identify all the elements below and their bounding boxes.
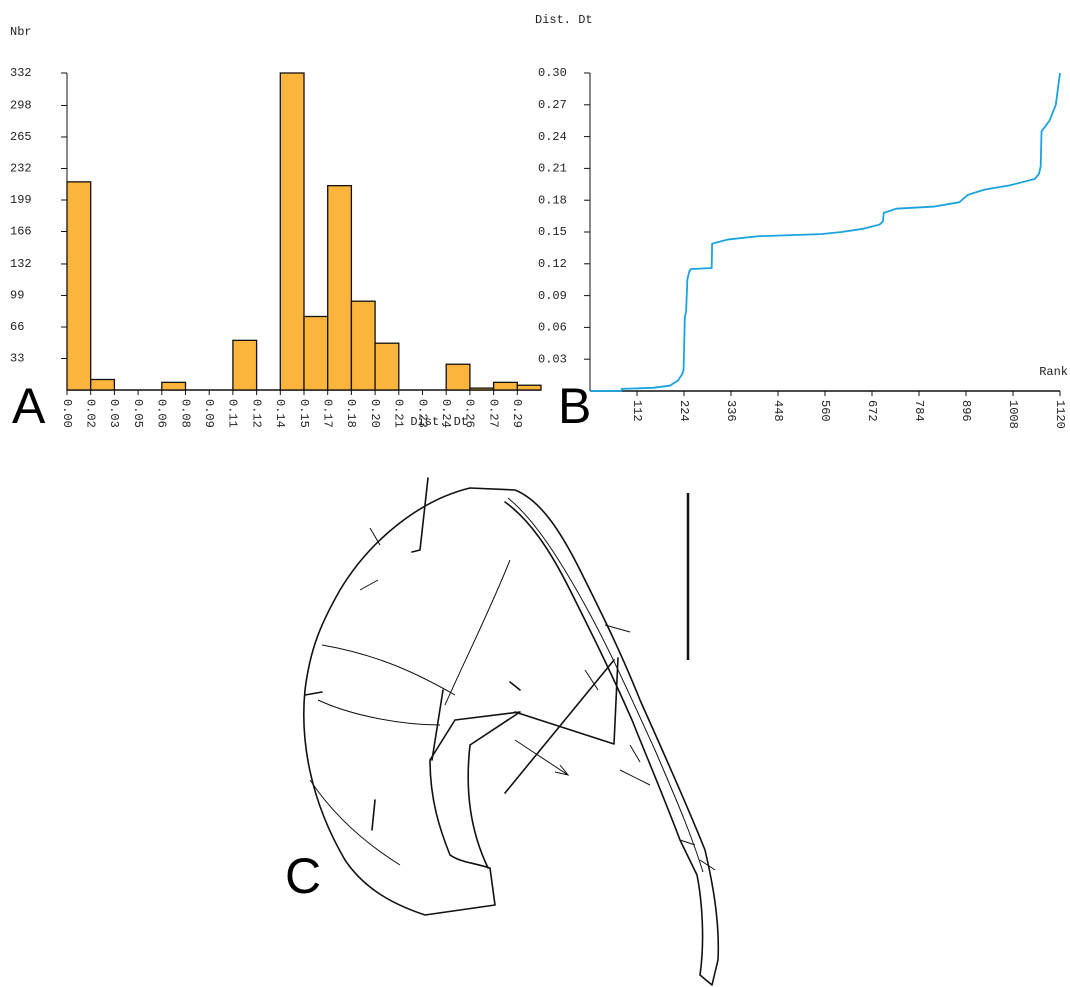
x-tick-label: 560 (818, 400, 832, 422)
y-tick-label: 0.18 (538, 193, 567, 207)
bar (161, 381, 187, 391)
bar (279, 72, 305, 391)
x-tick-label: 0.27 (486, 399, 500, 428)
x-tick-label: 672 (865, 400, 879, 422)
y-axis-label: Dist. Dt (535, 13, 593, 27)
y-tick-label: 132 (10, 257, 32, 271)
x-axis-label: Dist. Dt (410, 415, 468, 429)
y-tick-label: 0.30 (538, 66, 567, 80)
bar (327, 185, 353, 391)
x-tick-label: 0.05 (131, 399, 145, 428)
bar (66, 181, 92, 391)
x-tick-label: 0.20 (368, 399, 382, 428)
y-tick-label: 0.09 (538, 289, 567, 303)
arrow (514, 739, 570, 776)
bar (516, 384, 542, 391)
y-tick-label: 199 (10, 193, 32, 207)
bar (374, 342, 400, 391)
x-tick-label: 0.26 (463, 399, 477, 428)
x-tick-label: 0.09 (202, 399, 216, 428)
x-tick-label: 0.23 (415, 399, 429, 428)
bar (445, 363, 471, 391)
x-tick-label: 0.15 (297, 399, 311, 428)
y-tick-label: 0.27 (538, 98, 567, 112)
x-tick-label: 0.21 (392, 399, 406, 428)
spine (304, 477, 619, 831)
x-tick-label: 0.14 (273, 399, 287, 428)
x-tick-label: 0.00 (60, 399, 74, 428)
y-tick-label: 0.15 (538, 225, 567, 239)
x-tick-label: 0.24 (439, 399, 453, 428)
x-tick-label: 0.03 (107, 399, 121, 428)
bar (90, 378, 116, 391)
bar (303, 315, 329, 391)
x-axis-label: Rank (1039, 365, 1068, 379)
x-tick-label: 0.29 (510, 399, 524, 428)
femur (469, 487, 720, 986)
panel-label: C (285, 848, 321, 904)
panel-label: A (12, 378, 46, 434)
setae (359, 527, 716, 871)
x-tick-label: 0.12 (249, 399, 263, 428)
panel-label: B (558, 378, 591, 434)
y-tick-label: 0.06 (538, 321, 567, 335)
y-tick-label: 99 (10, 289, 24, 303)
x-tick-label: 784 (912, 400, 926, 422)
y-tick-label: 0.03 (538, 352, 567, 366)
x-tick-label: 0.02 (84, 399, 98, 428)
x-tick-label: 448 (771, 400, 785, 422)
y-tick-label: 265 (10, 130, 32, 144)
y-tick-label: 33 (10, 352, 24, 366)
x-tick-label: 0.11 (226, 399, 240, 428)
outline (303, 487, 521, 916)
x-tick-label: 896 (959, 400, 973, 422)
x-tick-label: 1008 (1006, 400, 1020, 429)
x-tick-label: 0.08 (178, 399, 192, 428)
y-tick-label: 232 (10, 162, 32, 176)
y-tick-label: 332 (10, 66, 32, 80)
x-tick-label: 1120 (1053, 400, 1067, 429)
segment (309, 559, 511, 866)
y-tick-label: 166 (10, 225, 32, 239)
y-tick-label: 66 (10, 320, 24, 334)
x-tick-label: 112 (630, 400, 644, 422)
inner-line (507, 497, 704, 873)
y-tick-label: 0.12 (538, 257, 567, 271)
x-tick-label: 0.18 (344, 399, 358, 428)
x-tick-label: 0.06 (155, 399, 169, 428)
bar (469, 387, 495, 391)
y-tick-label: 298 (10, 99, 32, 113)
y-tick-label: 0.21 (538, 162, 567, 176)
leg-drawing: C (285, 477, 720, 986)
bar (350, 300, 376, 391)
bar (232, 339, 258, 391)
bar (492, 381, 518, 391)
y-tick-label: 0.24 (538, 130, 567, 144)
y-axis-label: Nbr (10, 25, 32, 39)
line (590, 72, 1061, 392)
x-tick-label: 224 (677, 400, 691, 422)
x-tick-label: 336 (724, 400, 738, 422)
x-tick-label: 0.17 (321, 399, 335, 428)
